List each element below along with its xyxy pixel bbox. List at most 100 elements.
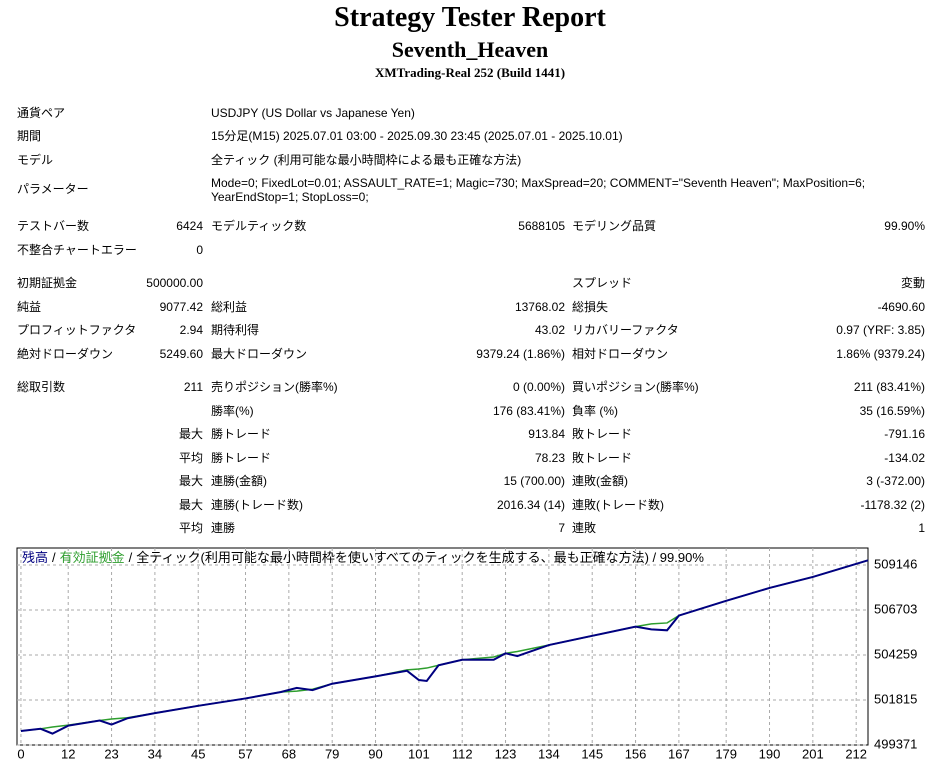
x-tick-label: 79	[325, 746, 339, 761]
stat-value: 3 (-372.00)	[866, 474, 925, 488]
stat-value: 1	[918, 521, 925, 535]
stat-value: -134.02	[884, 451, 925, 465]
legend-entry: 残高	[22, 550, 48, 565]
y-tick-label: 506703	[874, 601, 917, 616]
stat-label: 負率 (%)	[572, 404, 618, 418]
stat-label: 総損失	[572, 300, 609, 314]
stat-value: 最大	[178, 427, 203, 441]
server: XMTrading-Real 252 (Build 1441)	[374, 65, 566, 80]
x-tick-label: 156	[625, 746, 647, 761]
y-tick-label: 504259	[874, 646, 917, 661]
x-tick-label: 68	[282, 746, 296, 761]
stat-label: 売りポジション(勝率%)	[211, 380, 338, 394]
setting-value: 15分足(M15) 2025.07.01 03:00 - 2025.09.30 …	[211, 129, 623, 143]
stat-label: 総利益	[211, 300, 248, 314]
stat-label: 連敗(トレード数)	[572, 498, 664, 512]
stat-value: -1178.32 (2)	[860, 498, 925, 512]
stat-value: 176 (83.41%)	[492, 404, 565, 418]
stat-value: 5249.60	[159, 347, 203, 361]
setting-value: USDJPY (US Dollar vs Japanese Yen)	[211, 106, 415, 120]
stat-value: 500000.00	[146, 276, 203, 290]
stat-label: 初期証拠金	[17, 276, 78, 290]
stat-label: 買いポジション(勝率%)	[572, 380, 699, 394]
y-tick-label: 499371	[874, 736, 917, 751]
x-tick-label: 179	[715, 746, 737, 761]
setting-label: モデル	[17, 153, 54, 167]
stat-value: 0.97 (YRF: 3.85)	[836, 323, 925, 337]
stat-label: 連勝(トレード数)	[211, 498, 303, 512]
stat-label: 敗トレード	[572, 451, 633, 465]
stat-value: 35 (16.59%)	[859, 404, 925, 418]
stat-value: 9077.42	[159, 300, 203, 314]
stat-label: モデリング品質	[572, 219, 657, 233]
stat-label: 勝トレード	[211, 451, 272, 465]
stat-value: 99.90%	[884, 219, 925, 233]
stat-label: 純益	[17, 300, 42, 314]
stat-value: 78.23	[534, 451, 565, 465]
x-tick-label: 212	[845, 746, 867, 761]
series-line	[20, 559, 869, 732]
setting-label: 通貨ペア	[17, 106, 66, 120]
setting-value: 全ティック (利用可能な最小時間枠による最も正確な方法)	[211, 153, 522, 167]
legend: 残高 / 有効証拠金 / 全ティック(利用可能な最小時間枠を使いすべてのティックを生成す…	[22, 550, 704, 565]
x-tick-label: 34	[148, 746, 162, 761]
stat-label: 不整合チャートエラー	[17, 243, 137, 257]
stat-value: 0 (0.00%)	[512, 380, 565, 394]
stat-label: 期待利得	[211, 323, 260, 337]
stat-label: 最大ドローダウン	[211, 347, 308, 361]
x-tick-label: 90	[368, 746, 382, 761]
x-tick-label: 134	[538, 746, 560, 761]
stat-value: 9379.24 (1.86%)	[476, 347, 565, 361]
x-tick-label: 190	[759, 746, 781, 761]
stat-value: 7	[558, 521, 565, 535]
stat-label: 総取引数	[17, 380, 66, 394]
series-line	[20, 559, 869, 735]
stat-value: 0	[196, 243, 203, 257]
stat-value: -4690.60	[877, 300, 925, 314]
setting-value: Mode=0; FixedLot=0.01; ASSAULT_RATE=1; M…	[211, 176, 866, 204]
x-tick-label: 201	[802, 746, 824, 761]
stat-label: 連勝	[211, 521, 236, 535]
y-tick-label: 501815	[874, 691, 917, 706]
stat-value: 変動	[900, 276, 925, 290]
x-tick-label: 57	[238, 746, 252, 761]
setting-label: 期間	[17, 129, 42, 143]
stat-label: 敗トレード	[572, 427, 633, 441]
x-tick-label: 112	[452, 746, 473, 761]
stat-label: テストバー数	[17, 219, 90, 233]
x-tick-label: 167	[668, 746, 690, 761]
stat-label: モデルティック数	[211, 219, 307, 233]
stat-value: 平均	[178, 521, 203, 535]
stat-label: 連敗	[572, 521, 597, 535]
legend-separator: /	[52, 550, 56, 565]
stat-value: 2016.34 (14)	[496, 498, 565, 512]
setting-label: パラメーター	[17, 182, 89, 196]
x-tick-label: 23	[104, 746, 118, 761]
stat-label: 絶対ドローダウン	[17, 347, 114, 361]
stat-label: 連敗(金額)	[572, 474, 628, 488]
stat-value: 最大	[178, 498, 203, 512]
stat-value: 13768.02	[514, 300, 565, 314]
stat-value: 6424	[176, 219, 203, 233]
stat-label: 勝率(%)	[211, 404, 254, 418]
stat-label: 相対ドローダウン	[572, 347, 669, 361]
stat-label: リカバリーファクタ	[572, 323, 679, 337]
stat-value: 平均	[178, 451, 203, 465]
stat-value: 2.94	[179, 323, 203, 337]
x-tick-label: 123	[495, 746, 517, 761]
stat-label: スプレッド	[572, 276, 633, 290]
x-tick-label: 0	[17, 746, 24, 761]
stat-label: プロフィットファクタ	[17, 323, 137, 337]
stat-value: 1.86% (9379.24)	[836, 347, 925, 361]
x-tick-label: 45	[191, 746, 205, 761]
stat-value: -791.16	[884, 427, 925, 441]
legend-entry: 有効証拠金	[60, 550, 125, 565]
stat-value: 211 (83.41%)	[853, 380, 925, 394]
stat-value: 最大	[178, 474, 203, 488]
x-tick-label: 145	[581, 746, 603, 761]
subtitle: Seventh_Heaven	[391, 37, 549, 62]
stat-label: 勝トレード	[211, 427, 272, 441]
x-tick-label: 101	[408, 746, 430, 761]
